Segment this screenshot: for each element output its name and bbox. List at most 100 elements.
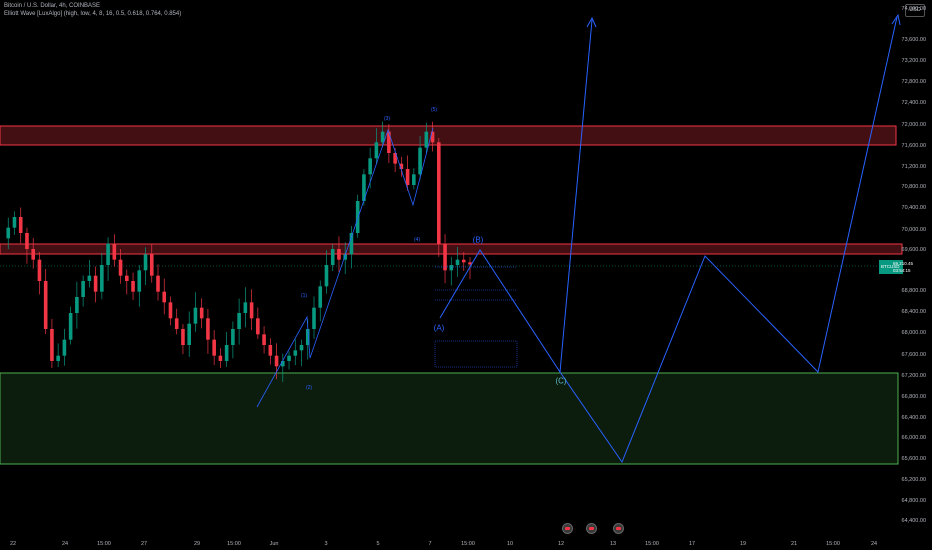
fib-target-boxes [434,266,518,368]
price-axis-label: 68,000.00 [901,330,926,336]
current-price-tag: BTCUSD 69,210.45 03:54:15 [879,260,913,274]
candle-body [249,302,254,319]
time-axis-label: 27 [140,541,148,547]
wave-label-A: (A) [433,323,445,333]
candle-body [387,131,391,153]
candle-body [218,355,223,361]
candle-body [75,297,79,313]
candle-body [287,355,291,361]
candle-body [343,254,347,260]
candle-body [412,174,416,185]
flag-event-icon[interactable] [562,523,573,534]
candle-body [187,323,191,345]
time-axis-label: 15:00 [461,541,475,547]
candle-body [262,334,266,345]
candle-body [274,355,279,367]
price-axis-label: 73,600.00 [901,37,926,43]
candle-body [199,307,204,319]
time-axis-label: 15:00 [826,541,840,547]
candle-body [349,233,354,255]
candle-body [43,281,48,329]
time-axis-label: 19 [739,541,747,547]
projection-path-main [439,19,593,374]
candle-body [374,142,379,159]
candle-body [380,131,385,143]
candle-body [168,302,173,319]
zone-resistance-lower [0,243,903,255]
price-axis-label: 70,000.00 [901,227,926,233]
candle-body [125,275,129,281]
price-axis-label: 68,800.00 [901,288,926,294]
flag-event-icon[interactable] [613,523,624,534]
price-axis-label: 66,400.00 [901,415,926,421]
candle-body [243,302,248,313]
price-axis-label: 71,600.00 [901,143,926,149]
price-axis-label: 72,000.00 [901,122,926,128]
time-axis-label: 12 [557,541,565,547]
candle-body [93,275,98,292]
time-axis-label: 22 [9,541,17,547]
candle-body [337,249,341,260]
price-tag-countdown: 03:54:15 [893,268,911,273]
arrow-head-extended [891,13,901,26]
candle-body [206,318,210,340]
candle-body [37,259,42,281]
candle-body [405,169,410,185]
time-axis-label: 10 [506,541,514,547]
wave-label-C: (C) [555,376,567,386]
candle-body [305,329,310,345]
candle-body [174,318,179,329]
wave-label-4: (4) [413,237,421,243]
price-axis-label: 74,000.00 [901,6,926,12]
indicator-legend[interactable]: Elliott Wave [LuxAlgo] (high, low, 4, 8,… [4,11,182,17]
candle-body [443,243,447,271]
candle-body [399,163,404,169]
candle-body [424,131,429,148]
candle-body [162,291,167,303]
candle-body [418,147,422,175]
candle-body [6,227,11,239]
candle-body [318,286,323,308]
time-axis-label: 15:00 [645,541,659,547]
candle-body [149,254,154,276]
wave-label-1: (1) [300,293,308,299]
time-axis-label: 5 [376,541,380,547]
price-axis-label: 64,400.00 [901,518,926,524]
price-axis-label: 73,200.00 [901,58,926,64]
candle-body [87,275,92,281]
time-axis-label: 3 [324,541,328,547]
candle-body [156,275,160,292]
flag-event-icon[interactable] [586,523,597,534]
candle-body [212,339,216,356]
candle-body [355,201,360,233]
currency-button[interactable]: USD [905,4,925,17]
candle-body [18,217,23,233]
price-axis-label: 64,800.00 [901,498,926,504]
candle-body [112,243,117,260]
candle-body [62,339,67,356]
price-tag-price: 69,210.45 [893,261,914,266]
candle-body [312,307,316,329]
price-axis-label: 66,000.00 [901,435,926,441]
candle-body [461,259,466,263]
candle-body [131,281,135,292]
candle-body [193,307,198,324]
candle-body [106,243,110,265]
candle-body [330,249,335,265]
candle-body [256,318,260,335]
candle-body [181,329,185,345]
time-axis-label: 24 [870,541,878,547]
candle-body [118,259,123,276]
candle-body [368,158,372,175]
zone-resistance-upper [0,125,897,146]
candle-body [224,345,229,361]
wave-label-B: (B) [472,235,484,245]
zone-support [0,372,899,465]
candle-body [362,174,366,201]
candles-group [6,121,472,382]
price-axis-label: 66,800.00 [901,394,926,400]
time-axis-label: 29 [193,541,201,547]
candle-body [137,270,142,292]
time-axis-label: 7 [428,541,432,547]
